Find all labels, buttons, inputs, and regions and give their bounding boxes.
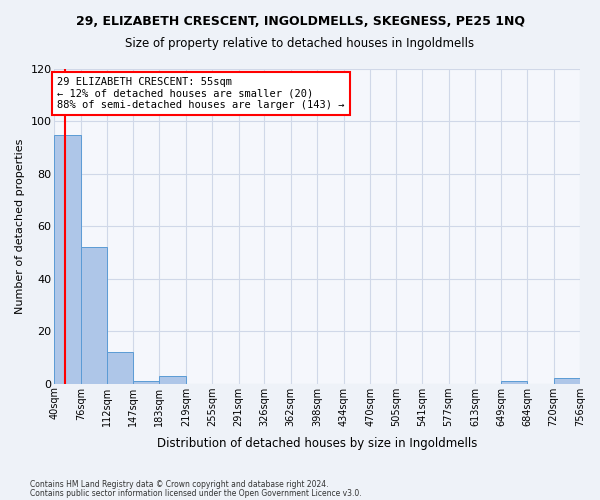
Bar xyxy=(55,134,81,384)
Text: Contains public sector information licensed under the Open Government Licence v3: Contains public sector information licen… xyxy=(30,488,362,498)
Y-axis label: Number of detached properties: Number of detached properties xyxy=(15,138,25,314)
Text: 29 ELIZABETH CRESCENT: 55sqm
← 12% of detached houses are smaller (20)
88% of se: 29 ELIZABETH CRESCENT: 55sqm ← 12% of de… xyxy=(58,77,345,110)
X-axis label: Distribution of detached houses by size in Ingoldmells: Distribution of detached houses by size … xyxy=(157,437,478,450)
Bar xyxy=(502,381,527,384)
Text: Size of property relative to detached houses in Ingoldmells: Size of property relative to detached ho… xyxy=(125,38,475,51)
Bar xyxy=(554,378,580,384)
Text: 29, ELIZABETH CRESCENT, INGOLDMELLS, SKEGNESS, PE25 1NQ: 29, ELIZABETH CRESCENT, INGOLDMELLS, SKE… xyxy=(76,15,524,28)
Bar xyxy=(107,352,133,384)
Bar xyxy=(81,248,107,384)
Text: Contains HM Land Registry data © Crown copyright and database right 2024.: Contains HM Land Registry data © Crown c… xyxy=(30,480,329,489)
Bar xyxy=(133,381,160,384)
Bar xyxy=(160,376,186,384)
